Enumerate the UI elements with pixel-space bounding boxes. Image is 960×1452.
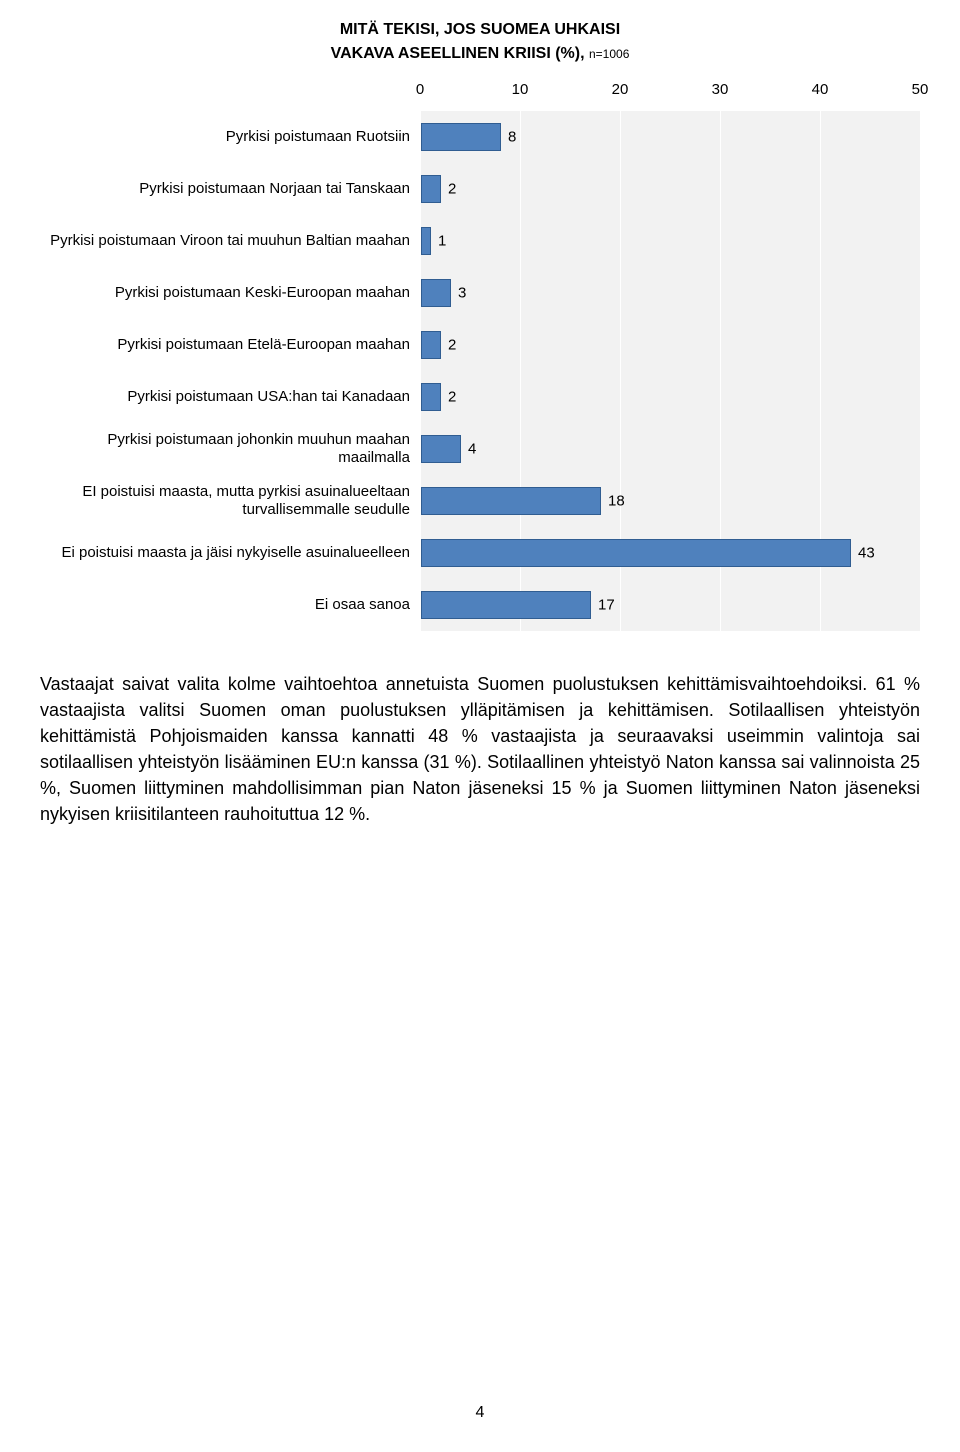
- chart-bar-row: 4: [420, 423, 920, 475]
- axis-tick-label: 30: [712, 81, 729, 98]
- axis-tick-label: 40: [812, 81, 829, 98]
- chart-bar-value: 43: [858, 544, 875, 561]
- chart-bar: 3: [421, 279, 451, 307]
- chart-container: Pyrkisi poistumaan RuotsiinPyrkisi poist…: [40, 81, 920, 631]
- chart-category-label: Pyrkisi poistumaan Viroon tai muuhun Bal…: [40, 215, 420, 267]
- chart-category-label: Ei poistuisi maasta ja jäisi nykyiselle …: [40, 527, 420, 579]
- body-paragraph: Vastaajat saivat valita kolme vaihtoehto…: [40, 671, 920, 828]
- chart-bar-value: 18: [608, 492, 625, 509]
- chart-bar-value: 2: [448, 336, 456, 353]
- chart-gridline: [920, 111, 921, 631]
- chart-bar-value: 3: [458, 284, 466, 301]
- chart-category-label: Pyrkisi poistumaan Norjaan tai Tanskaan: [40, 163, 420, 215]
- chart-category-label: EI poistuisi maasta, mutta pyrkisi asuin…: [40, 475, 420, 527]
- chart-category-label: Pyrkisi poistumaan Etelä-Euroopan maahan: [40, 319, 420, 371]
- chart-bar-value: 4: [468, 440, 476, 457]
- chart-bar-value: 2: [448, 180, 456, 197]
- chart-bar: 18: [421, 487, 601, 515]
- chart-bar: 2: [421, 175, 441, 203]
- chart-category-label: Pyrkisi poistumaan USA:han tai Kanadaan: [40, 371, 420, 423]
- chart-bar-row: 17: [420, 579, 920, 631]
- chart-plot-area: 8213224184317: [420, 111, 920, 631]
- axis-tick-label: 20: [612, 81, 629, 98]
- chart-bar-value: 17: [598, 596, 615, 613]
- chart-bar-row: 2: [420, 319, 920, 371]
- chart-bar: 17: [421, 591, 591, 619]
- chart-x-axis: 01020304050: [420, 81, 920, 111]
- chart-bar-value: 8: [508, 128, 516, 145]
- chart-bar-row: 2: [420, 163, 920, 215]
- chart-category-label: Pyrkisi poistumaan johonkin muuhun maaha…: [40, 423, 420, 475]
- chart-bar-value: 1: [438, 232, 446, 249]
- axis-tick-label: 10: [512, 81, 529, 98]
- axis-tick-label: 0: [416, 81, 424, 98]
- chart-bar: 8: [421, 123, 501, 151]
- chart-bar: 43: [421, 539, 851, 567]
- chart-bar-row: 18: [420, 475, 920, 527]
- chart-title-line2: VAKAVA ASEELLINEN KRIISI (%), n=1006: [40, 45, 920, 63]
- chart-plot-column: 01020304050 8213224184317: [420, 81, 920, 631]
- chart-bar: 4: [421, 435, 461, 463]
- chart-bar: 2: [421, 331, 441, 359]
- chart-labels-column: Pyrkisi poistumaan RuotsiinPyrkisi poist…: [40, 81, 420, 631]
- chart-category-label: Pyrkisi poistumaan Keski-Euroopan maahan: [40, 267, 420, 319]
- page: MITÄ TEKISI, JOS SUOMEA UHKAISI VAKAVA A…: [0, 0, 960, 1452]
- chart-bar-value: 2: [448, 388, 456, 405]
- axis-tick-label: 50: [912, 81, 929, 98]
- page-number: 4: [0, 1404, 960, 1422]
- chart-bar-row: 3: [420, 267, 920, 319]
- chart-title-line1: MITÄ TEKISI, JOS SUOMEA UHKAISI: [40, 20, 920, 41]
- chart-bar: 2: [421, 383, 441, 411]
- chart-bar-row: 43: [420, 527, 920, 579]
- chart-bar-row: 1: [420, 215, 920, 267]
- chart-title-line2-main: VAKAVA ASEELLINEN KRIISI (%),: [331, 45, 589, 62]
- chart-category-label: Pyrkisi poistumaan Ruotsiin: [40, 111, 420, 163]
- chart-title-n: n=1006: [589, 47, 629, 61]
- chart-bar: 1: [421, 227, 431, 255]
- chart-category-label: Ei osaa sanoa: [40, 579, 420, 631]
- chart-bar-row: 8: [420, 111, 920, 163]
- chart-bar-row: 2: [420, 371, 920, 423]
